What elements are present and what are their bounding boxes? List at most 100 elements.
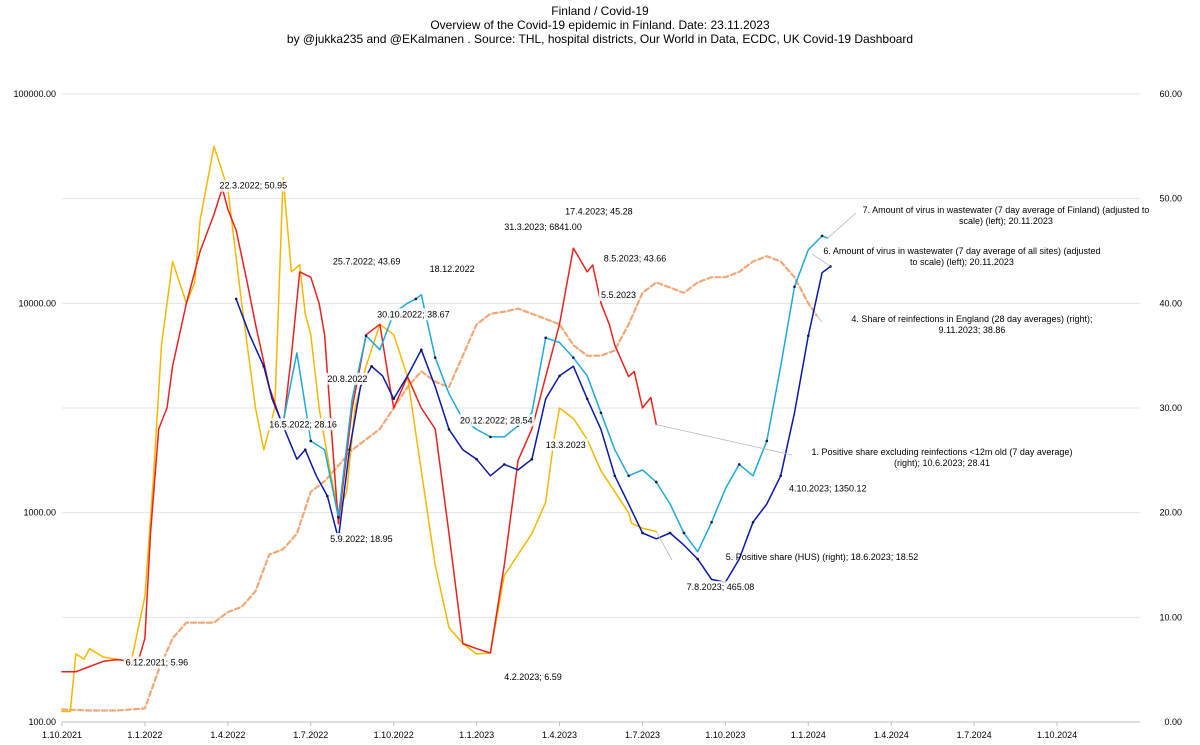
series-line-reinfections_england [60, 255, 818, 712]
data-label-background [375, 308, 452, 321]
data-label-background [325, 372, 370, 385]
series-callout-label: 4. Share of reinfections in England (28 … [851, 314, 1092, 324]
data-label-background [330, 255, 403, 268]
x-tick-label: 1.1.2022 [127, 730, 162, 740]
series-marker-wastewater_all_sites [585, 397, 589, 401]
y-left-tick-label: 100000.00 [13, 89, 56, 99]
data-label: 8.5.2023; 43.66 [604, 253, 667, 263]
y-right-tick-label: 40.00 [1159, 298, 1182, 308]
series-line-wastewater_finland [282, 235, 829, 553]
series-marker-wastewater_finland [654, 480, 658, 484]
series-callout-label: to scale) (left); 20.11.2023 [910, 257, 1014, 267]
series-callout-label: 7. Amount of virus in wastewater (7 day … [863, 205, 1150, 215]
series-callout-label: 9.11.2023; 38.86 [939, 325, 1006, 335]
series-callout-label: scale) (left); 20.11.2023 [959, 216, 1053, 226]
leader-line [656, 424, 793, 456]
x-tick-label: 1.1.2024 [791, 730, 826, 740]
series-marker-wastewater_finland [572, 356, 575, 359]
y-right-tick-label: 50.00 [1159, 194, 1182, 204]
y-right-tick-label: 60.00 [1159, 89, 1182, 99]
y-right-tick-label: 0.00 [1164, 717, 1182, 727]
series-marker-wastewater_all_sites [641, 531, 644, 535]
data-label-background [601, 252, 669, 265]
data-label: 5.5.2023 [601, 290, 636, 300]
data-label: 20.8.2022 [327, 374, 367, 384]
series-marker-wastewater_all_sites [447, 428, 451, 431]
y-left-tick-label: 1000.00 [23, 508, 56, 518]
series-line-positive_share_ex_reinf [61, 187, 658, 673]
series-marker-wastewater_all_sites [326, 494, 329, 498]
leader-line [655, 531, 673, 561]
annotations: 22.3.2022; 50.95 25.7.2022; 43.69 20.8.202… [123, 179, 1150, 684]
data-label: 5.9.2022; 18.95 [330, 534, 393, 544]
series-marker-wastewater_finland [544, 336, 548, 340]
series-marker-wastewater_finland [737, 463, 741, 466]
x-tick-label: 1.7.2023 [625, 730, 660, 740]
x-tick-label: 1.1.2023 [459, 730, 494, 740]
data-label: 31.3.2023; 6841.00 [504, 222, 582, 232]
series-marker-wastewater_all_sites [530, 457, 534, 461]
series-marker-wastewater_all_sites [420, 348, 423, 352]
series-callout-label: 5. Positive share (HUS) (right); 18.6.20… [726, 552, 919, 562]
series-marker-wastewater_finland [489, 435, 492, 439]
data-label: 16.5.2022; 28.16 [269, 419, 337, 429]
series-marker-wastewater_all_sites [807, 334, 810, 338]
leader-line [816, 315, 823, 323]
x-tick-label: 1.4.2023 [542, 730, 577, 740]
data-label-background [458, 414, 535, 427]
series-marker-wastewater_finland [765, 439, 769, 443]
y-right-tick-label: 30.00 [1159, 403, 1182, 413]
chart-title: Finland / Covid-19 Overview of the Covid… [287, 4, 913, 46]
data-label: 4.10.2023; 1350.12 [789, 484, 867, 494]
y-left-tick-label: 10000.00 [18, 298, 56, 308]
series-marker-wastewater_all_sites [234, 297, 238, 301]
leader-line [811, 253, 831, 267]
series-marker-wastewater_all_sites [262, 365, 266, 368]
data-label: 17.4.2023; 45.28 [565, 206, 633, 216]
series-callout-label: 6. Amount of virus in wastewater (7 day … [823, 246, 1100, 256]
data-series [60, 145, 832, 713]
series-marker-wastewater_all_sites [370, 365, 373, 368]
title-line-3: by @jukka235 and @EKalmanen . Source: TH… [287, 32, 913, 46]
series-callout-label: (right); 10.6.2023; 28.41 [894, 458, 990, 468]
series-marker-wastewater_finland [599, 411, 603, 415]
series-marker-wastewater_finland [309, 439, 313, 443]
y-right-tick-label: 10.00 [1159, 612, 1182, 622]
x-tick-label: 1.10.2024 [1037, 730, 1077, 740]
series-marker-wastewater_finland [682, 531, 686, 535]
series-marker-wastewater_all_sites [668, 531, 672, 535]
data-label-background [563, 205, 635, 218]
x-tick-label: 1.7.2024 [957, 730, 992, 740]
series-marker-wastewater_all_sites [696, 557, 700, 561]
series-marker-wastewater_finland [627, 474, 630, 478]
leader-line [827, 212, 857, 239]
axes: 0.00 10.00 20.00 30.00 40.00 50.00 60.00 100.00… [13, 89, 1182, 740]
x-tick-label: 1.4.2022 [210, 730, 245, 740]
series-line-wastewater_all_sites [235, 265, 832, 584]
series-marker-wastewater_all_sites [303, 448, 307, 451]
data-label-background [543, 438, 588, 451]
x-tick-label: 1.10.2021 [42, 730, 82, 740]
x-tick-label: 1.10.2023 [705, 730, 745, 740]
title-line-1: Finland / Covid-19 [551, 4, 649, 18]
series-marker-wastewater_finland [364, 334, 368, 338]
series-marker-wastewater_finland [820, 234, 824, 238]
data-label: 6.12.2021; 5.96 [126, 657, 189, 667]
series-marker-wastewater_finland [433, 356, 437, 359]
series-marker-wastewater_all_sites [558, 374, 561, 378]
x-tick-label: 1.10.2022 [374, 730, 414, 740]
series-marker-wastewater_finland [414, 297, 418, 301]
data-label: 22.3.2022; 50.95 [220, 181, 288, 191]
data-label: 25.7.2022; 43.69 [333, 257, 401, 267]
data-label: 4.2.2023; 6.59 [504, 672, 562, 682]
data-label-background [599, 289, 639, 302]
series-marker-wastewater_all_sites [348, 448, 351, 451]
data-label: 18.12.2022 [430, 264, 475, 274]
x-tick-label: 1.4.2024 [874, 730, 909, 740]
data-label-background [502, 671, 564, 684]
y-left-tick-label: 100.00 [28, 717, 56, 727]
series-marker-wastewater_all_sites [392, 397, 395, 401]
data-label-background [427, 262, 477, 275]
